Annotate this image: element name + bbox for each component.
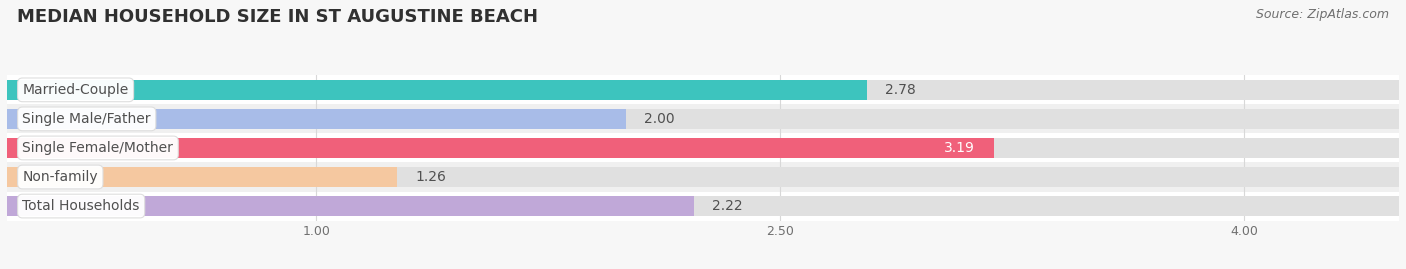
Text: 2.22: 2.22 xyxy=(713,199,742,213)
Bar xyxy=(7,196,1399,216)
Bar xyxy=(7,104,1399,133)
Bar xyxy=(7,109,626,129)
Bar xyxy=(7,80,1399,100)
Text: MEDIAN HOUSEHOLD SIZE IN ST AUGUSTINE BEACH: MEDIAN HOUSEHOLD SIZE IN ST AUGUSTINE BE… xyxy=(17,8,538,26)
Bar xyxy=(7,138,994,158)
Text: Single Female/Mother: Single Female/Mother xyxy=(22,141,173,155)
Text: Married-Couple: Married-Couple xyxy=(22,83,129,97)
Text: Total Households: Total Households xyxy=(22,199,139,213)
Text: 1.26: 1.26 xyxy=(415,170,446,184)
Bar xyxy=(7,192,1399,221)
Bar xyxy=(7,75,1399,104)
Text: 2.00: 2.00 xyxy=(644,112,675,126)
Bar xyxy=(7,167,396,187)
Text: 3.19: 3.19 xyxy=(945,141,976,155)
Bar xyxy=(7,138,1399,158)
Text: Non-family: Non-family xyxy=(22,170,98,184)
Bar xyxy=(7,162,1399,192)
Text: 2.78: 2.78 xyxy=(886,83,917,97)
Text: Single Male/Father: Single Male/Father xyxy=(22,112,150,126)
Bar xyxy=(7,167,1399,187)
Bar xyxy=(7,196,693,216)
Bar xyxy=(7,80,868,100)
Text: Source: ZipAtlas.com: Source: ZipAtlas.com xyxy=(1256,8,1389,21)
Bar xyxy=(7,133,1399,162)
Bar xyxy=(7,109,1399,129)
